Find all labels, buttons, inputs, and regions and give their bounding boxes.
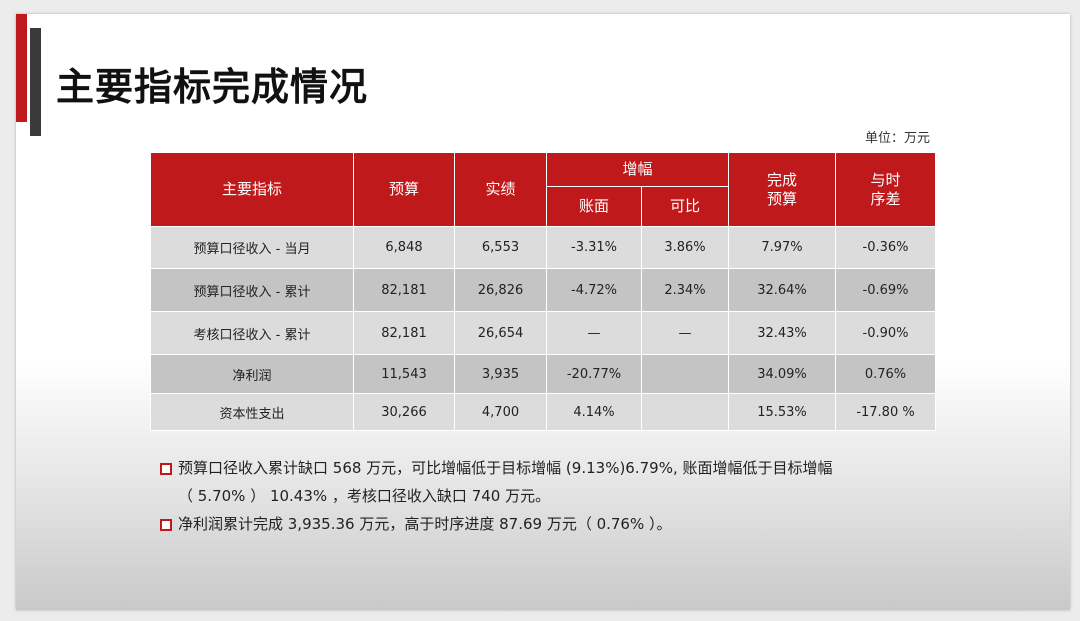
cell-completion: 7.97% (728, 226, 837, 269)
cell-growth-comparable: — (640, 311, 730, 355)
note-text-line1: 净利润累计完成 3,935.36 万元，高于时序进度 87.69 万元（ 0.7… (178, 515, 672, 533)
cell-actual: 26,826 (454, 268, 547, 312)
accent-bar-red (16, 14, 27, 122)
cell-completion: 15.53% (728, 393, 837, 431)
cell-growth-comparable: 2.34% (640, 268, 730, 312)
cell-growth-book: -3.31% (546, 226, 642, 269)
cell-growth-book: 4.14% (546, 393, 642, 431)
cell-actual: 3,935 (454, 354, 547, 394)
header-schedule-line2: 序差 (870, 189, 901, 208)
cell-actual: 26,654 (454, 311, 547, 355)
slide: 主要指标完成情况 单位：万元 主要指标 预算 实绩 增幅 完成 预算 与时 序差 (16, 14, 1070, 610)
cell-budget: 30,266 (353, 393, 455, 431)
table-row: 资本性支出 30,266 4,700 4.14% 15.53% -17.80 % (150, 393, 937, 431)
header-growth-comparable: 可比 (640, 186, 730, 227)
notes-list: 预算口径收入累计缺口 568 万元，可比增幅低于目标增幅 (9.13%)6.79… (156, 454, 856, 538)
table-row: 考核口径收入 - 累计 82,181 26,654 — — 32.43% -0.… (150, 311, 937, 355)
accent-bar-dark (30, 28, 41, 136)
header-completion-line1: 完成 (767, 170, 798, 189)
square-bullet-icon (160, 519, 172, 531)
table-row: 预算口径收入 - 累计 82,181 26,826 -4.72% 2.34% 3… (150, 268, 937, 312)
header-schedule: 与时 序差 (835, 152, 937, 227)
header-schedule-line1: 与时 (870, 170, 901, 189)
note-item: 预算口径收入累计缺口 568 万元，可比增幅低于目标增幅 (9.13%)6.79… (156, 454, 856, 510)
cell-indicator: 净利润 (150, 354, 354, 394)
cell-growth-comparable: 3.86% (640, 226, 730, 269)
cell-schedule: -0.90% (835, 311, 937, 355)
cell-schedule: -0.36% (835, 226, 937, 269)
cell-budget: 11,543 (353, 354, 455, 394)
note-item: 净利润累计完成 3,935.36 万元，高于时序进度 87.69 万元（ 0.7… (156, 510, 856, 538)
cell-growth-comparable (640, 354, 730, 394)
metrics-table: 主要指标 预算 实绩 增幅 完成 预算 与时 序差 账面 可比 预算口径收入 (150, 152, 937, 431)
cell-schedule: 0.76% (835, 354, 937, 394)
table-row: 净利润 11,543 3,935 -20.77% 34.09% 0.76% (150, 354, 937, 394)
cell-actual: 4,700 (454, 393, 547, 431)
cell-actual: 6,553 (454, 226, 547, 269)
header-growth-book: 账面 (546, 186, 642, 227)
table-row: 预算口径收入 - 当月 6,848 6,553 -3.31% 3.86% 7.9… (150, 226, 937, 269)
square-bullet-icon (160, 463, 172, 475)
header-budget: 预算 (353, 152, 455, 227)
cell-completion: 32.43% (728, 311, 837, 355)
cell-budget: 82,181 (353, 311, 455, 355)
cell-budget: 6,848 (353, 226, 455, 269)
header-indicator: 主要指标 (150, 152, 354, 227)
cell-growth-book: — (546, 311, 642, 355)
header-completion: 完成 预算 (728, 152, 837, 227)
cell-growth-book: -20.77% (546, 354, 642, 394)
cell-schedule: -0.69% (835, 268, 937, 312)
page-title: 主要指标完成情况 (56, 65, 369, 109)
cell-indicator: 预算口径收入 - 累计 (150, 268, 354, 312)
cell-growth-book: -4.72% (546, 268, 642, 312)
note-text-line1: 预算口径收入累计缺口 568 万元，可比增幅低于目标增幅 (9.13%)6.79… (178, 459, 833, 477)
cell-completion: 34.09% (728, 354, 837, 394)
header-completion-line2: 预算 (767, 189, 798, 208)
cell-indicator: 考核口径收入 - 累计 (150, 311, 354, 355)
header-growth: 增幅 (545, 152, 730, 187)
cell-completion: 32.64% (728, 268, 837, 312)
note-text-line2: （ 5.70% ） 10.43% ，考核口径收入缺口 740 万元。 (178, 487, 551, 505)
cell-indicator: 资本性支出 (150, 393, 354, 431)
header-actual: 实绩 (454, 152, 547, 227)
cell-budget: 82,181 (353, 268, 455, 312)
cell-growth-comparable (640, 393, 730, 431)
cell-indicator: 预算口径收入 - 当月 (150, 226, 354, 269)
cell-schedule: -17.80 % (835, 393, 937, 431)
unit-label: 单位：万元 (864, 131, 930, 146)
